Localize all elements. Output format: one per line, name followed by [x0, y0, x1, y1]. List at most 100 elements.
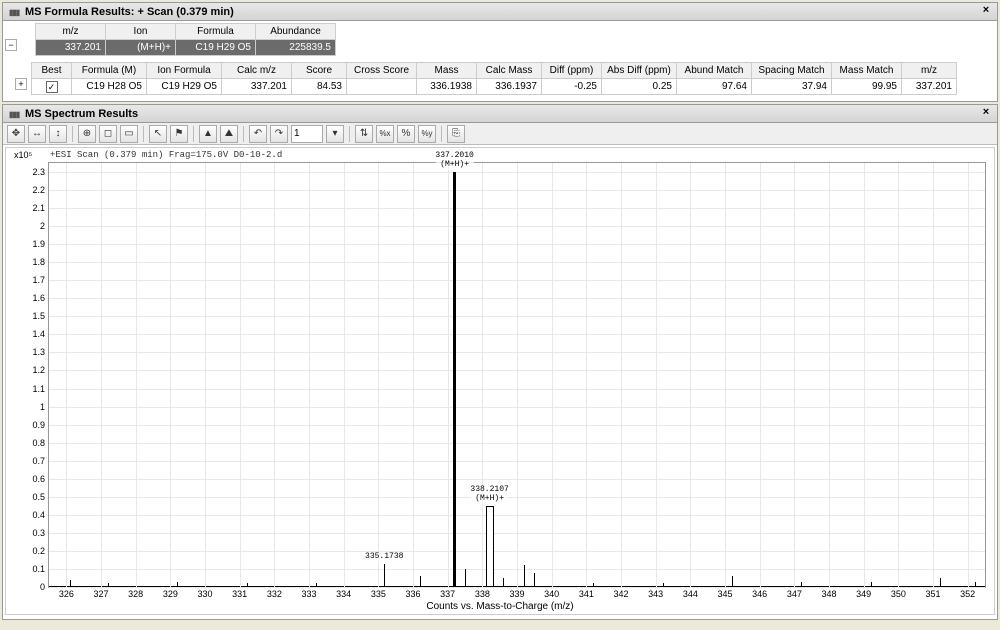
move-tool-button[interactable]: ✥ [7, 125, 25, 143]
y-tick-label: 2.2 [32, 185, 45, 195]
col-abs-diff-ppm[interactable]: Abs Diff (ppm) [602, 63, 677, 79]
spectrum-toolbar: ✥ ↔ ↕ ⊕ ◻ ▭ ↖ ⚑ ▲ ⛰ ↶ ↷ ▾ ⇅ %x % %y ⎘ [3, 123, 997, 145]
undo-button[interactable]: ↶ [249, 125, 267, 143]
x-tick-label: 328 [128, 589, 143, 599]
percent-button[interactable]: % [397, 125, 415, 143]
minor-peak [871, 582, 872, 587]
spectrum-results-header: MS Spectrum Results × [3, 105, 997, 123]
minor-peak [975, 582, 976, 587]
x-tick-label: 345 [717, 589, 732, 599]
x-tick-label: 351 [925, 589, 940, 599]
tree-collapse-toggle[interactable]: − [5, 39, 17, 51]
peak [486, 506, 494, 587]
x-tick-label: 344 [683, 589, 698, 599]
tree-expand-toggle[interactable]: + [15, 78, 27, 90]
col-spacing-match[interactable]: Spacing Match [752, 63, 832, 79]
y-tick-label: 0.1 [32, 564, 45, 574]
minor-peak [801, 582, 802, 587]
col-ion-formula[interactable]: Ion Formula [147, 63, 222, 79]
col-ion[interactable]: Ion [106, 24, 176, 40]
formula-results-title: MS Formula Results: + Scan (0.379 min) [25, 6, 234, 18]
y-tick-label: 0.7 [32, 456, 45, 466]
flag-button[interactable]: ⚑ [170, 125, 188, 143]
zoom-in-button[interactable]: ⊕ [78, 125, 96, 143]
hresize-button[interactable]: ↔ [28, 125, 46, 143]
col-formula-m[interactable]: Formula (M) [72, 63, 147, 79]
zoom-region-button[interactable]: ▭ [120, 125, 138, 143]
x-axis-label: Counts vs. Mass-to-Charge (m/z) [426, 601, 573, 612]
x-tick-label: 335 [371, 589, 386, 599]
col-abundance[interactable]: Abundance [256, 24, 336, 40]
col-diff-ppm[interactable]: Diff (ppm) [542, 63, 602, 79]
col-cross-score[interactable]: Cross Score [347, 63, 417, 79]
best-checkbox[interactable]: ✓ [46, 81, 58, 93]
peaks-button[interactable]: ▲ [199, 125, 217, 143]
mountains-button[interactable]: ⛰ [220, 125, 238, 143]
spectrum-close-icon[interactable]: × [979, 106, 993, 120]
peak-label: 335.1738 [365, 553, 403, 562]
minor-peak [177, 582, 178, 587]
x-tick-label: 329 [163, 589, 178, 599]
minor-peak [524, 565, 525, 587]
col-calc-mz[interactable]: Calc m/z [222, 63, 292, 79]
y-tick-label: 0.2 [32, 546, 45, 556]
formula-summary-row[interactable]: 337.201 (M+H)+ C19 H29 O5 225839.5 [36, 40, 336, 56]
x-tick-label: 339 [509, 589, 524, 599]
plot-area[interactable]: 00.10.20.30.40.50.60.70.80.911.11.21.31.… [48, 162, 986, 588]
y-tick-label: 1.4 [32, 329, 45, 339]
spectrum-results-title: MS Spectrum Results [25, 108, 138, 120]
x-tick-label: 346 [752, 589, 767, 599]
col-mass-match[interactable]: Mass Match [832, 63, 902, 79]
zoom-box-button[interactable]: ◻ [99, 125, 117, 143]
redo-button[interactable]: ↷ [270, 125, 288, 143]
minor-peak [108, 583, 109, 587]
minor-peak [465, 569, 466, 587]
x-tick-label: 331 [232, 589, 247, 599]
x-tick-label: 343 [648, 589, 663, 599]
percent-x-button[interactable]: %x [376, 125, 394, 143]
x-tick-label: 337 [440, 589, 455, 599]
y-tick-label: 0 [40, 582, 45, 592]
col-best[interactable]: Best [32, 63, 72, 79]
col-calc-mass[interactable]: Calc Mass [477, 63, 542, 79]
x-tick-label: 348 [821, 589, 836, 599]
col-mz[interactable]: m/z [36, 24, 106, 40]
close-icon[interactable]: × [979, 4, 993, 18]
col-mz2[interactable]: m/z [902, 63, 957, 79]
col-score[interactable]: Score [292, 63, 347, 79]
select-button[interactable]: ↖ [149, 125, 167, 143]
y-tick-label: 0.3 [32, 528, 45, 538]
x-tick-label: 342 [613, 589, 628, 599]
export-button[interactable]: ⎘ [447, 125, 465, 143]
zoom-spinner[interactable] [291, 125, 323, 143]
x-tick-label: 334 [336, 589, 351, 599]
spinner-up-down[interactable]: ▾ [326, 125, 344, 143]
minor-peak [732, 576, 733, 587]
minor-peak [247, 583, 248, 587]
y-tick-label: 2.3 [32, 167, 45, 177]
y-tick-label: 1.7 [32, 275, 45, 285]
x-tick-label: 347 [787, 589, 802, 599]
sort-button[interactable]: ⇅ [355, 125, 373, 143]
x-tick-label: 327 [93, 589, 108, 599]
col-abund-match[interactable]: Abund Match [677, 63, 752, 79]
formula-results-panel: MS Formula Results: + Scan (0.379 min) ×… [2, 2, 998, 102]
vresize-button[interactable]: ↕ [49, 125, 67, 143]
minor-peak [940, 578, 941, 587]
col-mass[interactable]: Mass [417, 63, 477, 79]
y-tick-label: 1.8 [32, 257, 45, 267]
x-tick-label: 340 [544, 589, 559, 599]
percent-y-button[interactable]: %y [418, 125, 436, 143]
col-formula[interactable]: Formula [176, 24, 256, 40]
x-tick-label: 326 [59, 589, 74, 599]
x-tick-label: 336 [405, 589, 420, 599]
x-tick-label: 338 [475, 589, 490, 599]
x-tick-label: 333 [301, 589, 316, 599]
spectrum-results-panel: MS Spectrum Results × ✥ ↔ ↕ ⊕ ◻ ▭ ↖ ⚑ ▲ … [2, 104, 998, 620]
y-tick-label: 0.6 [32, 474, 45, 484]
formula-details-table: Best Formula (M) Ion Formula Calc m/z Sc… [31, 62, 957, 95]
formula-details-row[interactable]: ✓ C19 H28 O5 C19 H29 O5 337.201 84.53 33… [32, 79, 957, 95]
minor-peak [663, 583, 664, 587]
y-tick-label: 1.5 [32, 311, 45, 321]
y-tick-label: 0.4 [32, 510, 45, 520]
